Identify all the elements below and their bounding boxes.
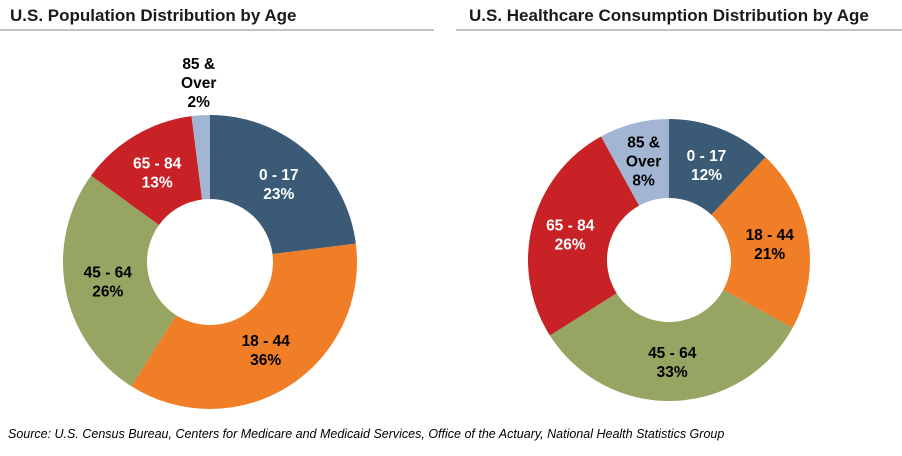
donut-slice-age-18-44 xyxy=(131,243,357,410)
slice-label-age-85-over: 85 & Over 8% xyxy=(626,135,661,190)
source-note: Source: U.S. Census Bureau, Centers for … xyxy=(8,427,725,441)
donut-slice-age-45-64 xyxy=(62,175,177,387)
healthcare-donut-chart: 0 - 17 12% 18 - 44 21% 45 - 64 33% 65 - 84 26% 8… xyxy=(527,119,810,402)
donut-slice-age-65-84 xyxy=(527,136,640,336)
donut-slice-age-0-17 xyxy=(669,119,766,215)
healthcare-chart-header: U.S. Healthcare Consumption Distribution… xyxy=(456,0,902,31)
slice-label-age-18-44: 18 - 44 36% xyxy=(242,333,291,369)
population-chart-header: U.S. Population Distribution by Age xyxy=(0,0,434,31)
slice-label-age-0-17: 0 - 17 23% xyxy=(259,167,299,203)
donut-slice-age-65-84 xyxy=(91,116,203,225)
slice-label-age-65-84: 65 - 84 13% xyxy=(133,156,182,192)
population-donut-chart: 0 - 17 23% 18 - 44 36% 45 - 64 26% 65 - 84 13% 8… xyxy=(62,56,357,410)
donut-slice-age-18-44 xyxy=(711,157,810,328)
donut-slice-age-45-64 xyxy=(549,289,793,402)
donut-slice-age-0-17 xyxy=(210,115,356,255)
slice-label-age-85-over: 85 & Over 2% xyxy=(181,56,216,111)
healthcare-chart-title: U.S. Healthcare Consumption Distribution… xyxy=(469,6,869,25)
slice-label-age-45-64: 45 - 64 26% xyxy=(84,265,133,301)
slice-label-age-18-44: 18 - 44 21% xyxy=(746,227,795,263)
slice-label-age-0-17: 0 - 17 12% xyxy=(687,148,727,184)
slice-label-age-45-64: 45 - 64 33% xyxy=(648,345,697,381)
population-chart-title: U.S. Population Distribution by Age xyxy=(10,6,297,25)
donut-slice-age-85-over xyxy=(601,119,669,206)
donut-slice-age-85-over xyxy=(191,115,210,200)
slice-label-age-65-84: 65 - 84 26% xyxy=(546,218,595,254)
